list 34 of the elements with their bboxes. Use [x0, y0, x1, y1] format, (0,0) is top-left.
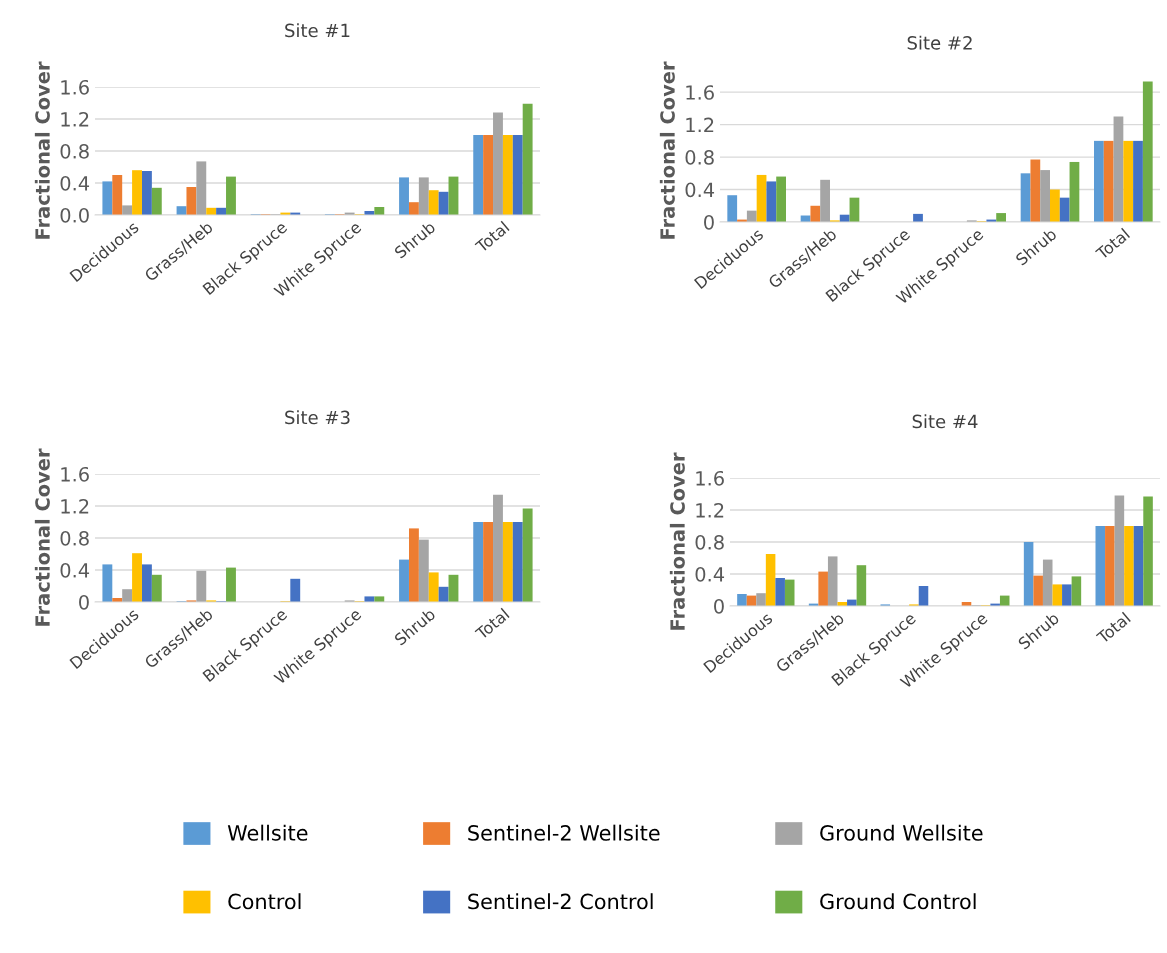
chart-title: Site #1	[285, 23, 350, 38]
y-tick-label: 0.4	[695, 566, 725, 582]
y-axis-title: Fractional Cover	[34, 448, 50, 626]
chart-title: Site #3	[285, 410, 350, 425]
y-tick-label: 0.4	[60, 175, 90, 191]
y-tick-label: 0	[79, 594, 89, 610]
y-tick-label: 0.8	[685, 150, 714, 165]
y-tick-label: 1.6	[686, 85, 714, 100]
y-tick-label: 0.4	[685, 182, 715, 198]
y-tick-label: 0.8	[695, 534, 724, 550]
legend-label: Ground Wellsite	[820, 824, 983, 841]
y-tick-label: 0.8	[60, 530, 89, 546]
legend-label: Sentinel-2 Wellsite	[468, 824, 660, 841]
y-tick-label: 0	[704, 214, 714, 230]
y-tick-label: 0.0	[60, 207, 89, 223]
y-tick-label: 1.2	[61, 498, 89, 514]
legend-label: Wellsite	[227, 824, 308, 841]
y-tick-label: 1.2	[696, 502, 724, 518]
y-tick-label: 0.8	[60, 143, 89, 159]
y-tick-label: 0	[714, 598, 724, 614]
y-tick-label: 1.2	[61, 111, 89, 127]
y-tick-label: 1.6	[61, 79, 89, 95]
y-tick-label: 1.6	[61, 466, 89, 482]
legend-label: Ground Control	[820, 893, 976, 910]
y-tick-label: 1.6	[696, 470, 724, 486]
y-axis-title: Fractional Cover	[34, 61, 50, 239]
chart-title: Site #2	[907, 35, 972, 50]
legend-label: Sentinel-2 Control	[468, 893, 653, 910]
y-axis-title: Fractional Cover	[659, 61, 675, 239]
chart-title: Site #4	[912, 414, 978, 429]
legend-label: Control	[228, 893, 301, 910]
y-axis-title: Fractional Cover	[669, 452, 685, 630]
y-tick-label: 1.2	[686, 117, 714, 133]
y-tick-label: 0.4	[60, 562, 90, 578]
